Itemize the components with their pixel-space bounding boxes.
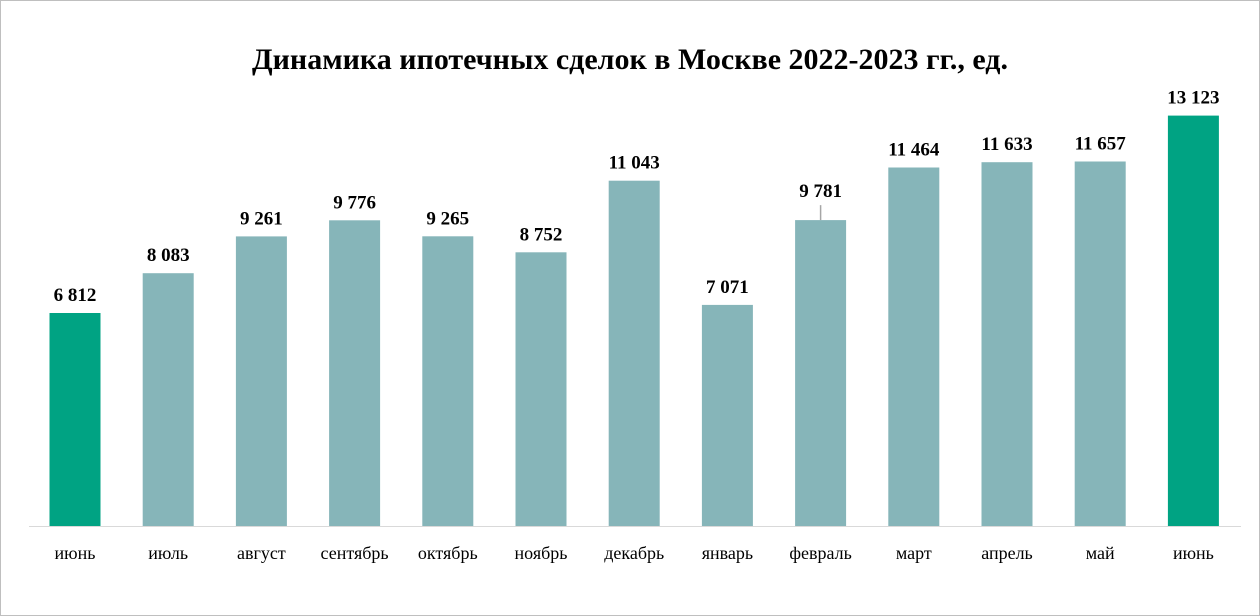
x-tick-label-9: март [896,543,932,563]
data-label-5: 8 752 [520,224,563,245]
x-tick-label-6: декабрь [604,543,664,563]
data-label-0: 6 812 [54,285,97,306]
x-tick-label-8: февраль [789,543,852,563]
data-label-6: 11 043 [609,153,660,174]
bar-2 [235,236,287,526]
x-tick-label-0: июнь [55,543,96,563]
chart-title: Динамика ипотечных сделок в Москве 2022-… [252,43,1008,76]
x-tick-label-4: октябрь [418,543,478,563]
data-label-1: 8 083 [147,245,190,266]
x-tick-label-10: апрель [981,543,1033,563]
data-label-12: 13 123 [1167,88,1219,109]
bar-10 [981,162,1033,526]
bar-7 [701,304,753,526]
x-tick-label-5: ноябрь [515,543,568,563]
x-tick-label-2: август [237,543,286,563]
x-tick-label-1: июль [148,543,188,563]
data-label-7: 7 071 [706,277,749,298]
x-tick-label-12: июнь [1173,543,1214,563]
bar-1 [142,273,194,526]
data-label-11: 11 657 [1075,134,1127,155]
x-tick-label-7: январь [702,543,753,563]
bar-12 [1167,115,1219,526]
bar-5 [515,252,567,527]
bar-6 [608,180,660,526]
x-tick-label-3: сентябрь [321,543,389,563]
bar-0 [49,313,101,526]
bar-9 [888,167,940,526]
data-label-3: 9 776 [333,192,376,213]
x-tick-label-11: май [1086,543,1115,563]
bar-3 [329,220,381,527]
bar-4 [422,236,474,527]
data-label-2: 9 261 [240,208,283,229]
data-label-4: 9 265 [426,208,469,229]
bar-11 [1074,161,1126,526]
data-label-9: 11 464 [888,140,940,161]
bar-8 [795,220,847,526]
data-label-10: 11 633 [981,134,1032,155]
data-label-8: 9 781 [799,181,842,202]
